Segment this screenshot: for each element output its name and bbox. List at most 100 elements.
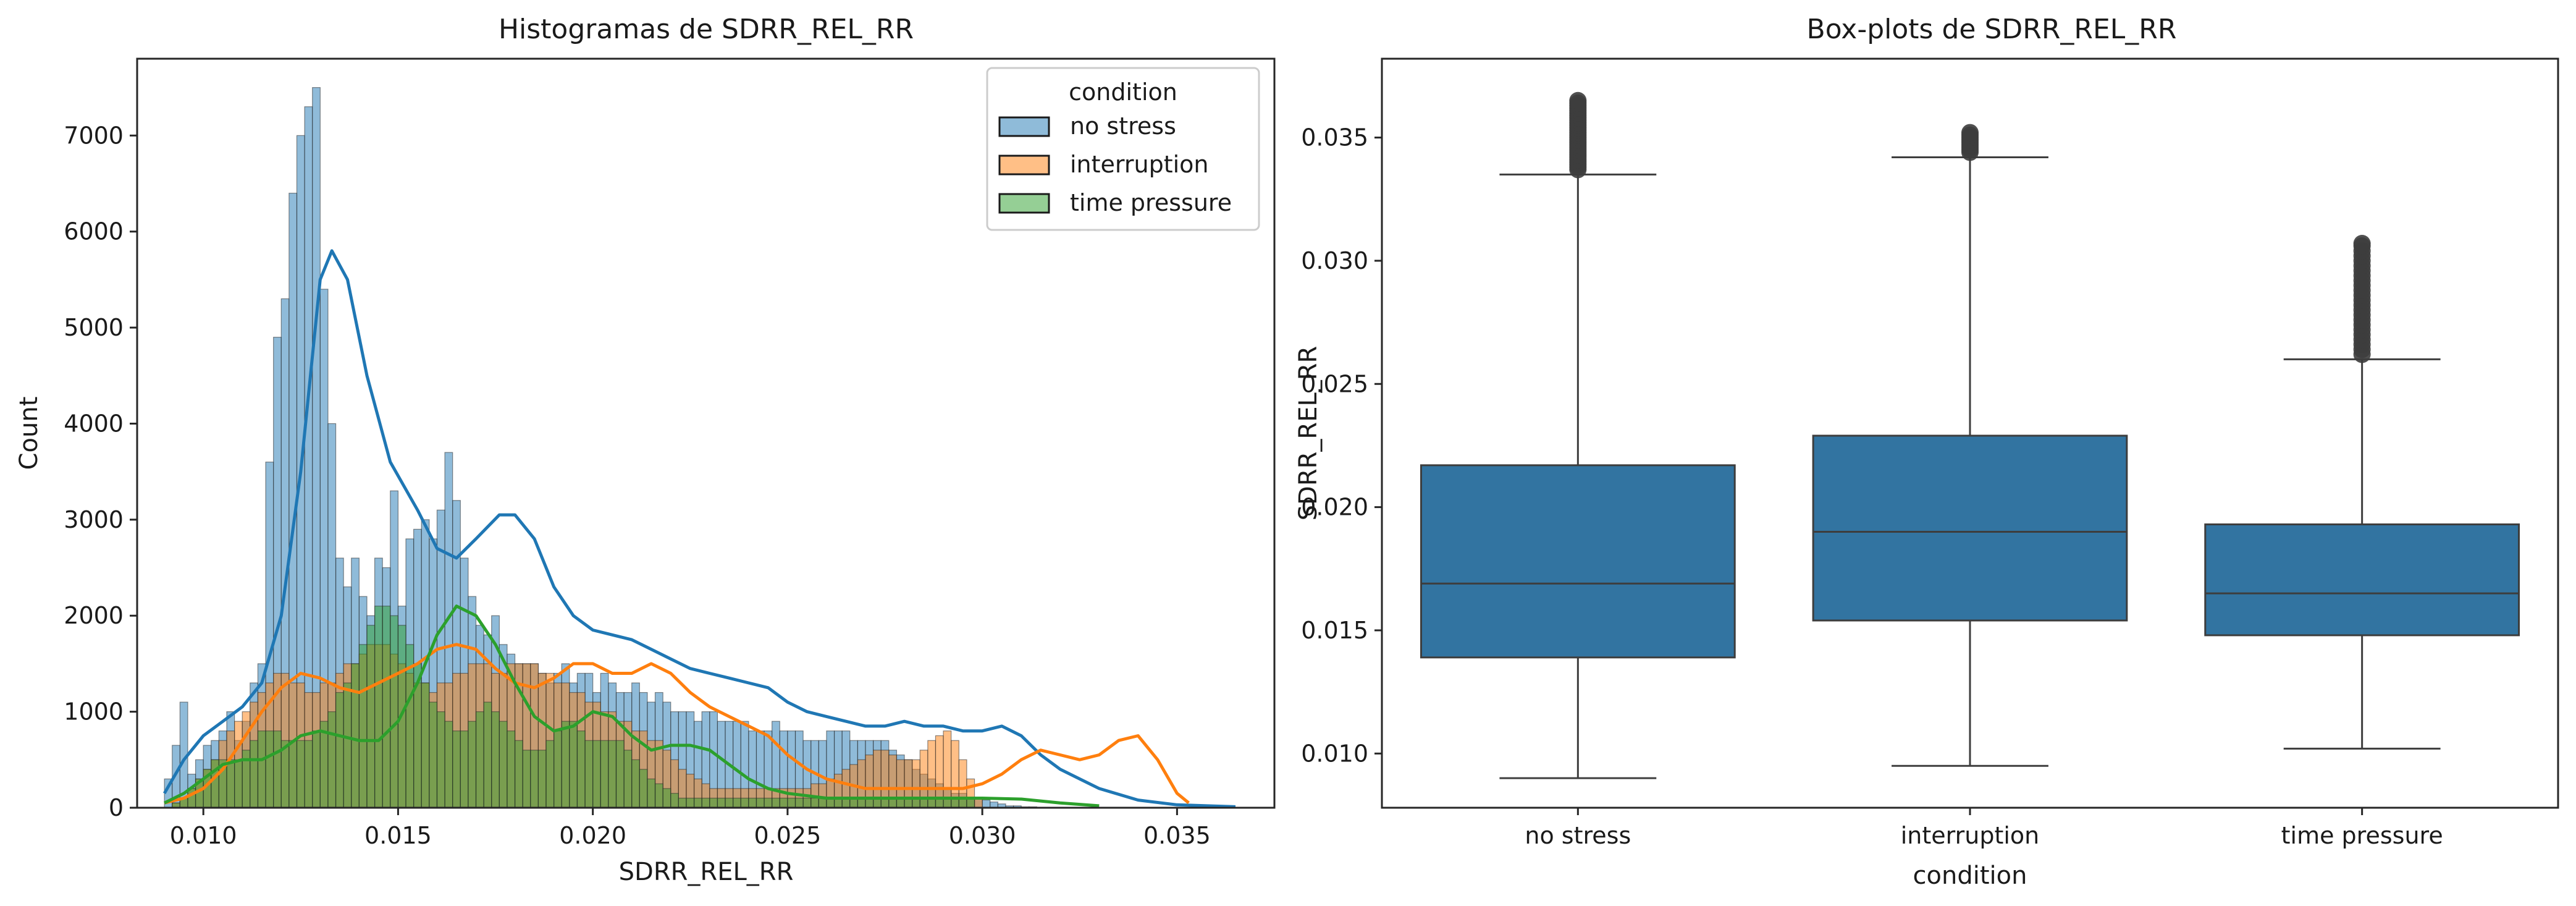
histogram-bar bbox=[250, 740, 259, 808]
histogram-bar bbox=[483, 701, 492, 808]
kde-line-time-pressure bbox=[163, 604, 1100, 808]
boxplot-y-ticks: 0.010 0.015 0.020 0.025 0.030 0.035 bbox=[1301, 124, 1382, 767]
boxplot-x-ticks: no stress interruption time pressure bbox=[1525, 808, 2443, 849]
y-tick-label: 0.030 bbox=[1301, 247, 1368, 274]
histogram-bar bbox=[748, 797, 757, 808]
x-tick-label: 0.010 bbox=[170, 822, 237, 849]
y-tick-label: 3000 bbox=[64, 506, 124, 533]
x-tick-label: 0.030 bbox=[949, 822, 1016, 849]
y-tick-label: 1000 bbox=[64, 698, 124, 726]
histogram-bars bbox=[164, 87, 1038, 808]
y-tick-label: 2000 bbox=[64, 602, 124, 629]
histogram-bar bbox=[444, 721, 453, 808]
histogram-bar bbox=[639, 769, 648, 808]
histogram-bar bbox=[226, 759, 235, 808]
histogram-bar bbox=[327, 711, 337, 808]
histogram-bar bbox=[351, 663, 360, 808]
histogram-bar bbox=[733, 797, 741, 808]
histogram-bar bbox=[343, 682, 352, 808]
histogram-chart: Histogramas de SDRR_REL_RR 0.010 0.015 0.0… bbox=[15, 14, 1276, 886]
outlier-point bbox=[1961, 124, 1979, 142]
histogram-bar bbox=[678, 797, 687, 808]
histogram-x-ticks: 0.010 0.015 0.020 0.025 0.030 0.035 bbox=[170, 808, 1211, 849]
histogram-bar bbox=[366, 625, 376, 808]
y-tick-label: 0 bbox=[109, 794, 124, 821]
histogram-bar bbox=[943, 730, 952, 808]
legend-label: no stress bbox=[1070, 112, 1176, 140]
histogram-bar bbox=[982, 799, 991, 808]
histogram-bar bbox=[545, 740, 555, 808]
box-interruption bbox=[1812, 124, 2128, 767]
boxplot-elements bbox=[1420, 91, 2520, 779]
histogram-title: Histogramas de SDRR_REL_RR bbox=[499, 14, 914, 45]
histogram-bar bbox=[623, 750, 633, 808]
histogram-bar bbox=[319, 721, 329, 808]
histogram-bar bbox=[561, 721, 570, 808]
histogram-x-label: SDRR_REL_RR bbox=[619, 858, 794, 886]
histogram-bar bbox=[686, 797, 695, 808]
histogram-bar bbox=[257, 730, 266, 808]
histogram-bar bbox=[615, 740, 625, 808]
histogram-bar bbox=[725, 797, 734, 808]
histogram-bar bbox=[288, 740, 298, 808]
boxplot-title: Box-plots de SDRR_REL_RR bbox=[1807, 14, 2177, 45]
histogram-bar bbox=[670, 793, 679, 808]
boxplot-chart: Box-plots de SDRR_REL_RR no stress interr… bbox=[1294, 14, 2559, 890]
iqr-box bbox=[2204, 523, 2520, 637]
histogram-bar bbox=[304, 740, 313, 808]
y-tick-label: 0.010 bbox=[1301, 740, 1368, 767]
legend: condition no stress interruption time pres… bbox=[986, 67, 1260, 231]
histogram-bar bbox=[818, 797, 827, 808]
legend-swatch bbox=[998, 155, 1050, 176]
histogram-bar bbox=[358, 644, 368, 808]
histogram-bar bbox=[491, 711, 500, 808]
histogram-bar bbox=[600, 740, 609, 808]
y-tick-label: 0.025 bbox=[1301, 370, 1368, 397]
histogram-bar bbox=[608, 740, 617, 808]
histogram-bar bbox=[530, 750, 539, 808]
boxplot-y-label: SDRR_REL_RR bbox=[1294, 346, 1323, 521]
histogram-bar bbox=[374, 606, 383, 808]
histogram-bar bbox=[234, 759, 243, 808]
histogram-bar bbox=[772, 797, 780, 808]
boxplot-x-label: condition bbox=[1913, 862, 2027, 890]
histogram-bar bbox=[522, 750, 531, 808]
y-tick-label: 5000 bbox=[64, 314, 124, 341]
histogram-bar bbox=[576, 730, 586, 808]
histogram-bar bbox=[592, 740, 601, 808]
histogram-bar bbox=[756, 797, 765, 808]
histogram-bar bbox=[701, 797, 710, 808]
x-tick-label: interruption bbox=[1901, 822, 2040, 849]
histogram-bar bbox=[537, 750, 547, 808]
x-tick-label: time pressure bbox=[2281, 822, 2443, 849]
histogram-bar bbox=[709, 797, 718, 808]
histogram-bar bbox=[654, 783, 663, 808]
histogram-bar bbox=[764, 797, 773, 808]
x-tick-label: 0.020 bbox=[559, 822, 626, 849]
histogram-bar bbox=[468, 721, 477, 808]
legend-entries: no stress interruption time pressure bbox=[998, 112, 1232, 216]
kde-line-interruption bbox=[164, 643, 1190, 805]
x-tick-label: 0.035 bbox=[1143, 822, 1211, 849]
kde-lines bbox=[162, 249, 1236, 808]
histogram-bar bbox=[717, 797, 726, 808]
histogram-bar bbox=[810, 797, 819, 808]
y-tick-label: 0.035 bbox=[1301, 124, 1368, 151]
y-tick-label: 0.020 bbox=[1301, 494, 1368, 521]
legend-label: interruption bbox=[1070, 151, 1209, 178]
histogram-bar bbox=[794, 797, 804, 808]
kde-line-no-stress bbox=[162, 249, 1236, 808]
iqr-box bbox=[1812, 434, 2128, 622]
legend-swatch bbox=[998, 193, 1050, 214]
histogram-bar bbox=[421, 682, 430, 808]
histogram-bar bbox=[382, 606, 391, 808]
legend-label: time pressure bbox=[1070, 189, 1232, 216]
x-tick-label: 0.015 bbox=[364, 822, 432, 849]
x-tick-label: 0.025 bbox=[754, 822, 822, 849]
histogram-bar bbox=[507, 730, 516, 808]
histogram-bar bbox=[312, 730, 321, 808]
histogram-bar bbox=[693, 797, 702, 808]
histogram-bar bbox=[436, 711, 445, 808]
histogram-bar bbox=[569, 721, 578, 808]
x-tick-label: no stress bbox=[1525, 822, 1631, 849]
